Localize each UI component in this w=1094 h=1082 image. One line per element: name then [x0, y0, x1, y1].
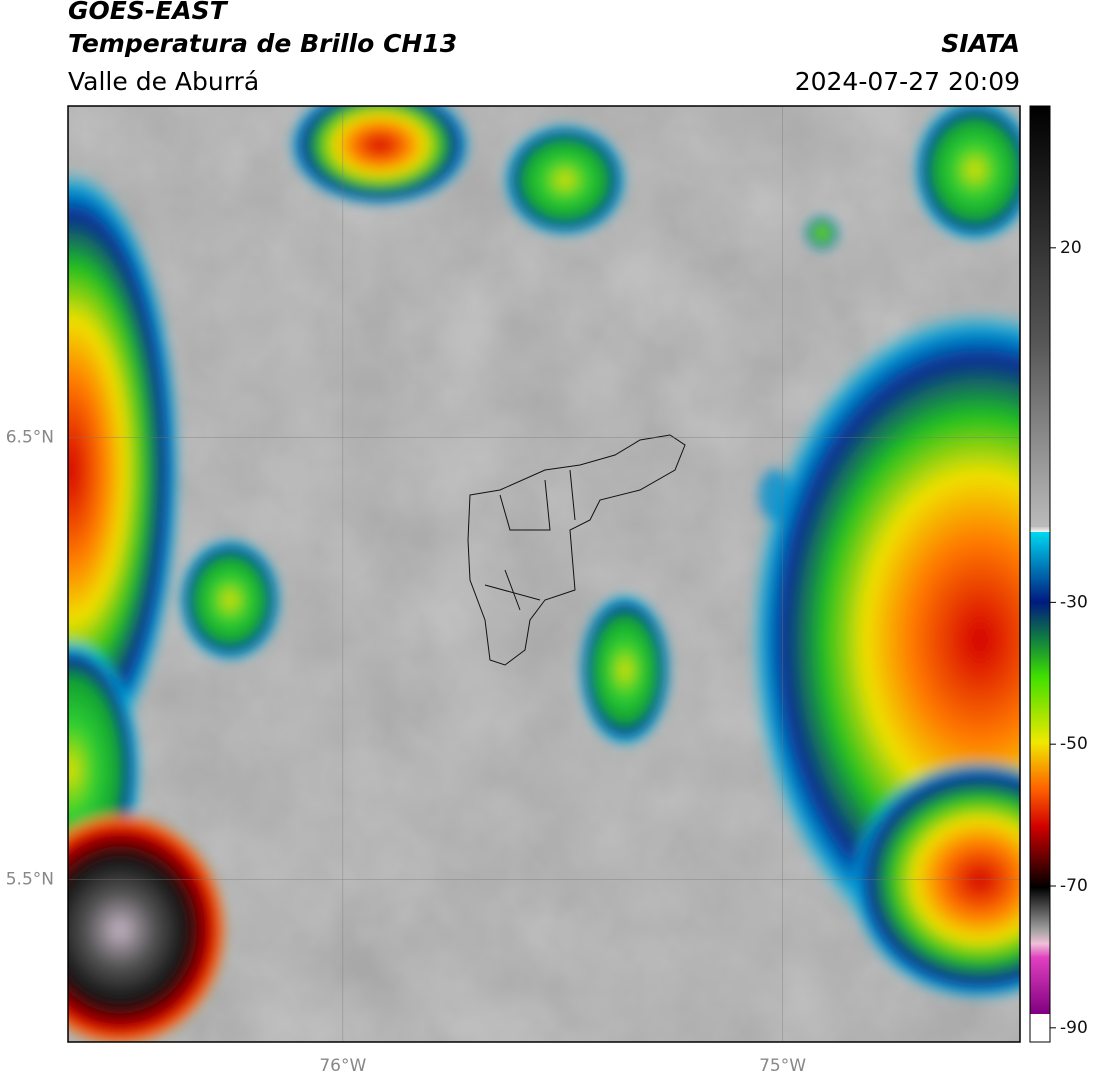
x-tick-label: 75°W — [759, 1056, 806, 1076]
satellite-image — [68, 106, 1020, 1042]
colorbar-tick-label: -90 — [1060, 1018, 1088, 1038]
source: SIATA — [941, 29, 1020, 58]
y-tick-label: 5.5°N — [6, 870, 54, 890]
colorbar-tick-label: 20 — [1060, 238, 1082, 258]
colorbar-tick-label: -50 — [1060, 734, 1088, 754]
colorbar-tick-label: -70 — [1060, 876, 1088, 896]
x-tick-label: 76°W — [319, 1056, 366, 1076]
valley-outline — [467, 434, 686, 666]
title: GOES-EAST — [68, 0, 229, 25]
subtitle: Temperatura de Brillo CH13 — [68, 29, 457, 58]
colorbar-tick-label: -30 — [1060, 592, 1088, 612]
graticule — [68, 106, 1020, 1042]
region: Valle de Aburrá — [68, 67, 259, 96]
map-frame — [67, 105, 1021, 1043]
y-tick-label: 6.5°N — [6, 428, 54, 448]
colorbar — [1029, 105, 1051, 1043]
timestamp: 2024-07-27 20:09 — [795, 67, 1020, 96]
